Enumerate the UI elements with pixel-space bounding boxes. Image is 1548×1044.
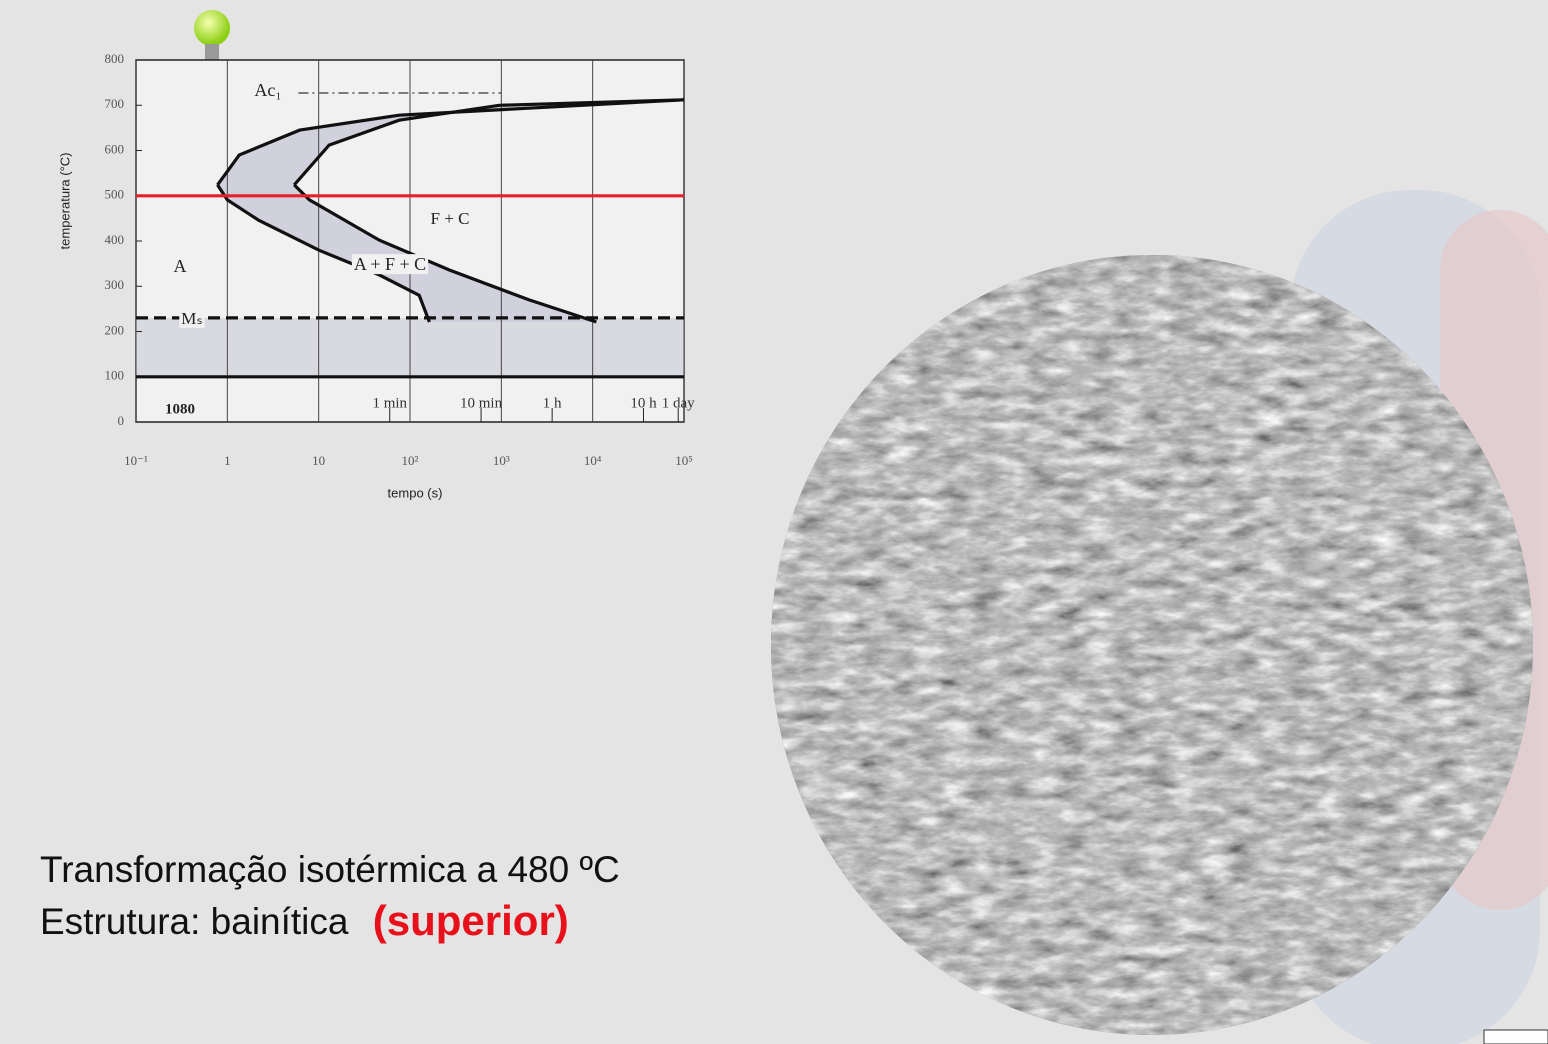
x-tick-label: 1 [224,453,231,468]
time-marker-label: 10 min [460,395,503,411]
y-tick-label: 200 [105,322,125,337]
slide-canvas: 0 100 200 300 400 500 600 700 800 10⁻¹ 1 10 10² 10³ 10… [0,0,1548,1044]
ttt-diagram: 0 100 200 300 400 500 600 700 800 10⁻¹ 1 10 10² 10³ 10… [57,51,695,500]
x-tick-label: 10⁴ [584,453,602,468]
lightbulb-icon [194,10,230,60]
slide: {"chart_data": {"type": "line", "xlabel"… [0,0,1548,1044]
region-label: Ac₁ [254,80,281,100]
caption-highlight: (superior) [373,897,569,944]
y-tick-label: 500 [105,187,125,202]
time-marker-label: 1 h [543,395,562,411]
x-axis-title: tempo (s) [388,485,443,500]
y-tick-label: 400 [105,232,125,247]
y-tick-label: 0 [118,413,125,428]
x-tick-label: 10⁻¹ [124,453,148,468]
y-tick-label: 600 [105,141,125,156]
x-tick-label: 10 [312,453,325,468]
corner-box [1484,1030,1548,1044]
time-marker-label: 1 min [372,395,407,411]
x-tick-label: 10³ [493,453,510,468]
y-tick-label: 800 [105,51,125,66]
y-tick-label: 700 [105,96,125,111]
caption-text: Estrutura: bainítica [40,901,349,942]
region-label: A [174,256,187,276]
y-axis-title: temperatura (°C) [57,153,72,250]
region-label: A + F + C [354,254,426,274]
caption-line: Transformação isotérmica a 480 ºC [40,849,620,890]
time-marker-label: 10 h [630,395,657,411]
region-label: 1080 [165,401,195,417]
x-tick-label: 10² [402,453,419,468]
region-label: F + C [431,209,470,228]
y-tick-label: 100 [105,368,125,383]
y-tick-label: 300 [105,277,125,292]
time-marker-label: 1 day [662,395,695,411]
x-tick-label: 10⁵ [675,453,693,468]
region-label: Mₛ [181,309,202,328]
caption-line: Estrutura: bainítica (superior) [40,897,569,944]
